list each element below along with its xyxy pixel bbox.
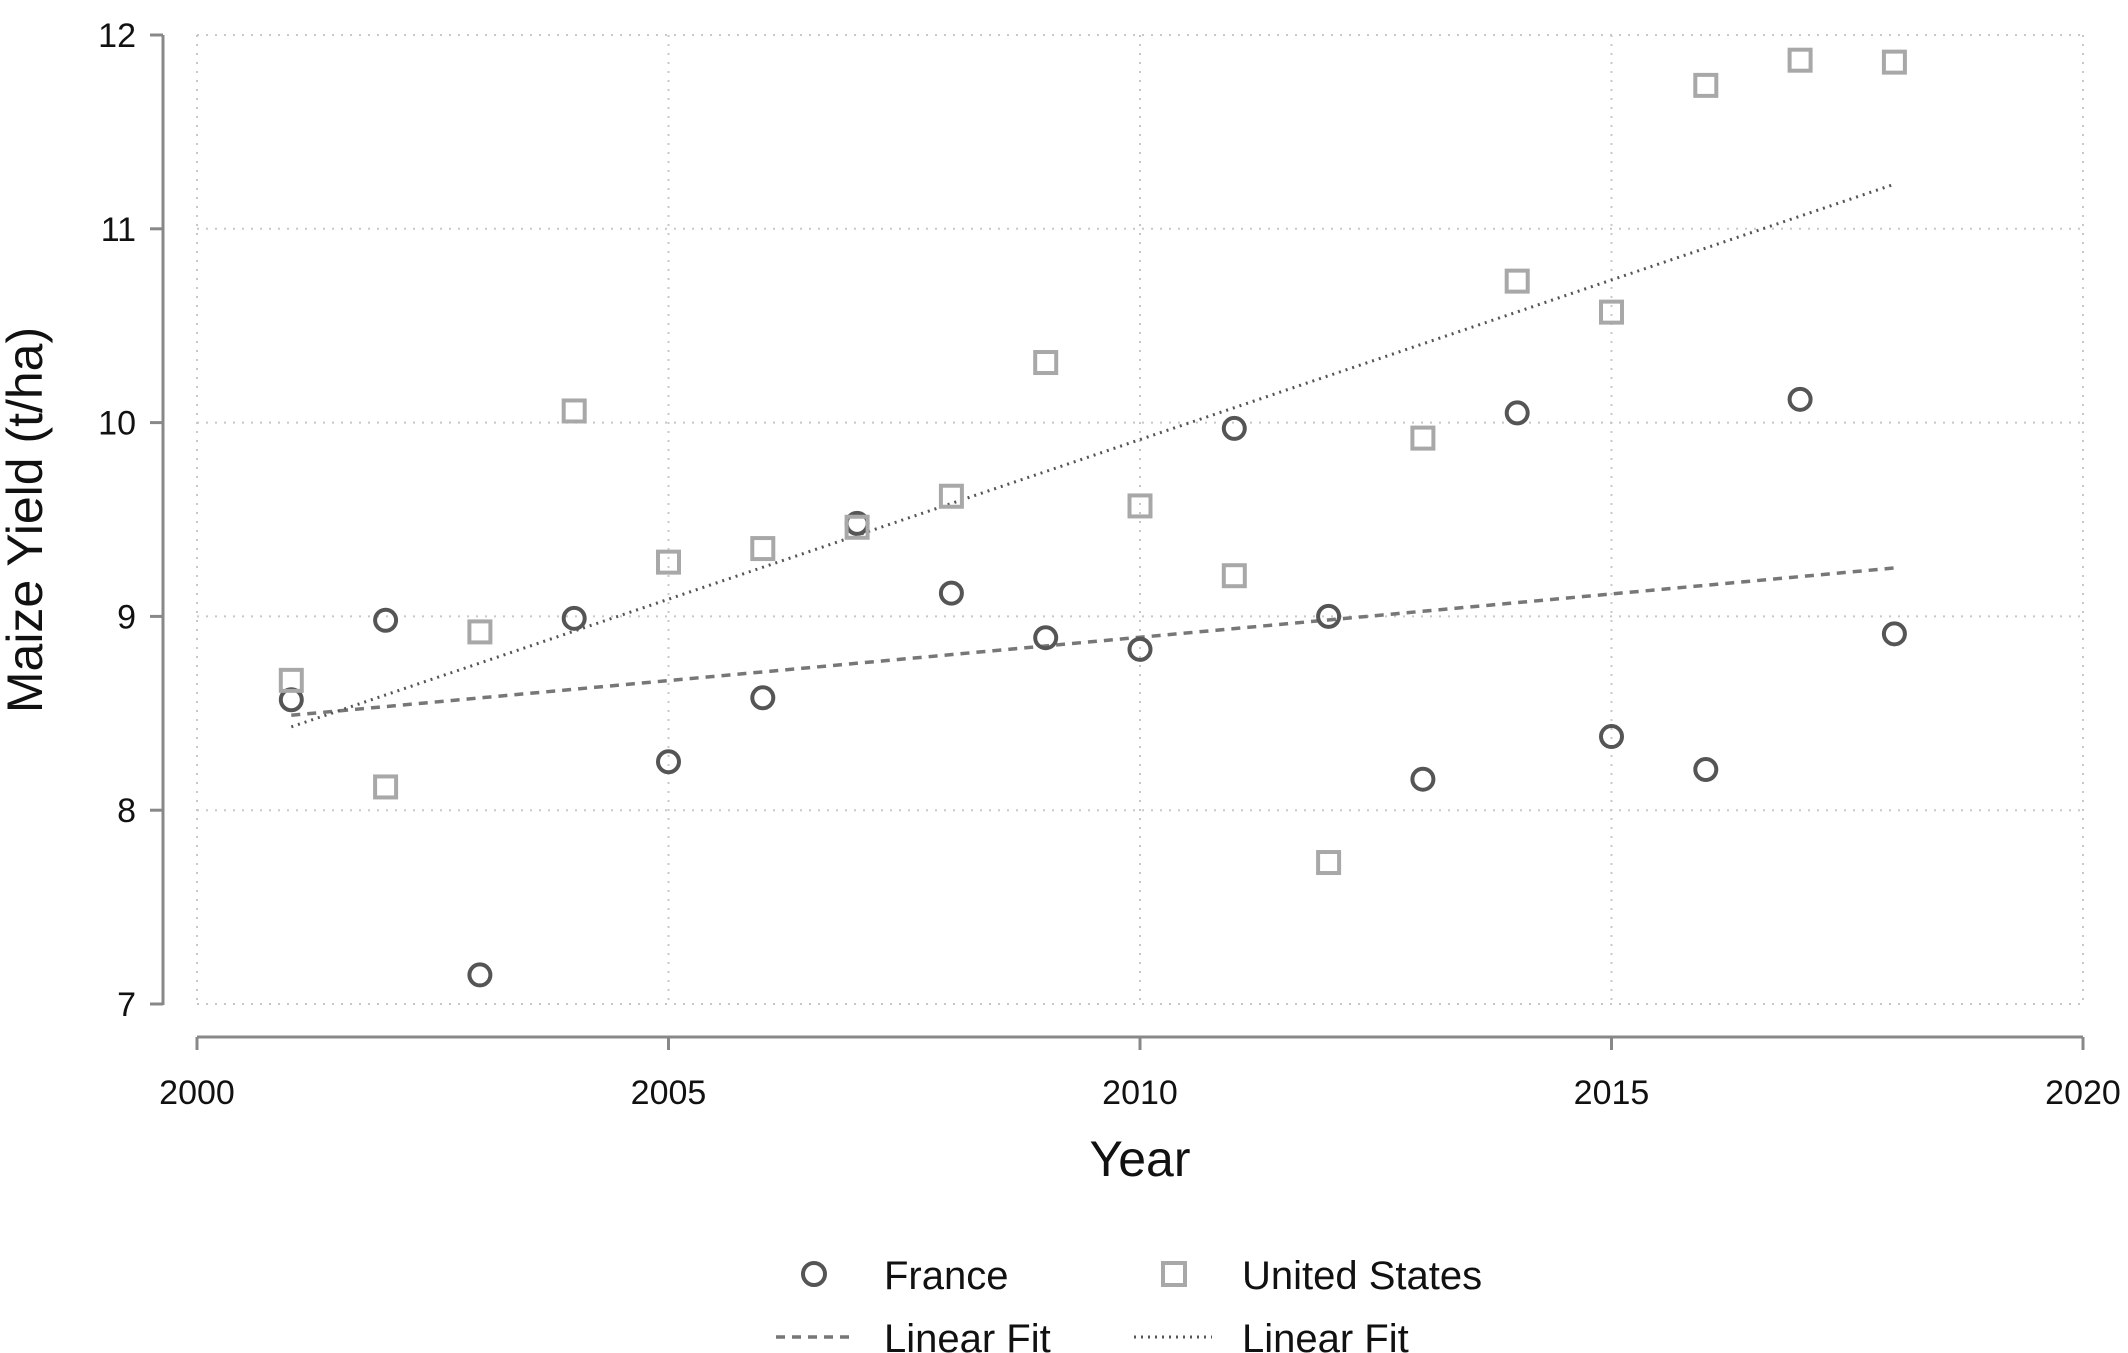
point-united-states-2018 [1881, 49, 1907, 75]
point-france-2014 [1504, 400, 1530, 426]
fit-lines [290, 182, 1895, 729]
point-united-states-2015 [1599, 299, 1624, 325]
point-france-2003 [467, 962, 493, 988]
x-tick-label-2005: 2005 [631, 1074, 707, 1112]
point-united-states-2008 [938, 483, 964, 509]
point-france-2018 [1881, 621, 1907, 647]
y-axis-ticks: 7 8 9 10 11 12 [98, 17, 163, 1024]
y-tick-label-10: 10 [98, 405, 136, 443]
point-france-2015 [1599, 724, 1624, 750]
y-tick-label-7: 7 [117, 986, 136, 1024]
point-france-2006 [750, 685, 776, 711]
legend: France United States Linear Fit Linear F… [776, 1254, 1482, 1353]
point-united-states-2005 [656, 549, 681, 575]
point-france-2011 [1221, 415, 1247, 441]
point-united-states-2001 [278, 667, 304, 693]
point-france-2004 [561, 605, 587, 631]
point-united-states-2006 [750, 536, 776, 562]
y-tick-label-9: 9 [117, 598, 136, 636]
legend-label-linear-fit-dotted: Linear Fit [1242, 1317, 1409, 1353]
point-france-2010 [1127, 636, 1153, 662]
legend-label-united-states: United States [1242, 1254, 1482, 1298]
y-tick-label-12: 12 [98, 17, 136, 55]
legend-label-linear-fit-dashed: Linear Fit [884, 1317, 1051, 1353]
point-france-2009 [1033, 625, 1059, 651]
fit-line-dotted [290, 182, 1895, 729]
axes [161, 35, 2083, 1039]
x-axis-title: Year [1089, 1131, 1190, 1187]
y-tick-label-11: 11 [101, 211, 136, 249]
point-united-states-2009 [1033, 350, 1059, 376]
point-france-2012 [1316, 603, 1342, 629]
point-united-states-2007 [844, 514, 870, 540]
point-france-2002 [373, 607, 399, 633]
x-tick-label-2020: 2020 [2045, 1074, 2121, 1112]
y-axis-title: Maize Yield (t/ha) [0, 327, 53, 713]
data-points [278, 47, 1907, 988]
x-tick-label-2000: 2000 [159, 1074, 235, 1112]
point-united-states-2011 [1221, 563, 1247, 589]
point-united-states-2002 [373, 774, 399, 800]
point-united-states-2014 [1504, 268, 1530, 294]
legend-marker-united-states [1161, 1261, 1187, 1287]
point-united-states-2016 [1693, 72, 1719, 98]
point-united-states-2004 [561, 398, 587, 424]
x-axis-ticks: 2000 2005 2010 2015 2020 [159, 1037, 2121, 1112]
point-united-states-2012 [1316, 850, 1342, 876]
gridlines [196, 34, 2084, 1005]
point-united-states-2017 [1787, 47, 1813, 73]
point-united-states-2003 [467, 619, 493, 645]
legend-label-france: France [884, 1254, 1009, 1298]
point-france-2016 [1693, 757, 1719, 783]
point-france-2013 [1410, 766, 1436, 792]
legend-marker-france [801, 1261, 827, 1287]
point-united-states-2010 [1127, 493, 1153, 519]
x-tick-label-2010: 2010 [1102, 1074, 1178, 1112]
point-united-states-2013 [1410, 425, 1436, 451]
point-france-2008 [938, 580, 964, 606]
y-tick-label-8: 8 [117, 792, 136, 830]
point-france-2017 [1787, 386, 1813, 412]
x-tick-label-2015: 2015 [1574, 1074, 1650, 1112]
fit-line-dashed [291, 566, 1895, 717]
point-france-2005 [656, 749, 681, 775]
